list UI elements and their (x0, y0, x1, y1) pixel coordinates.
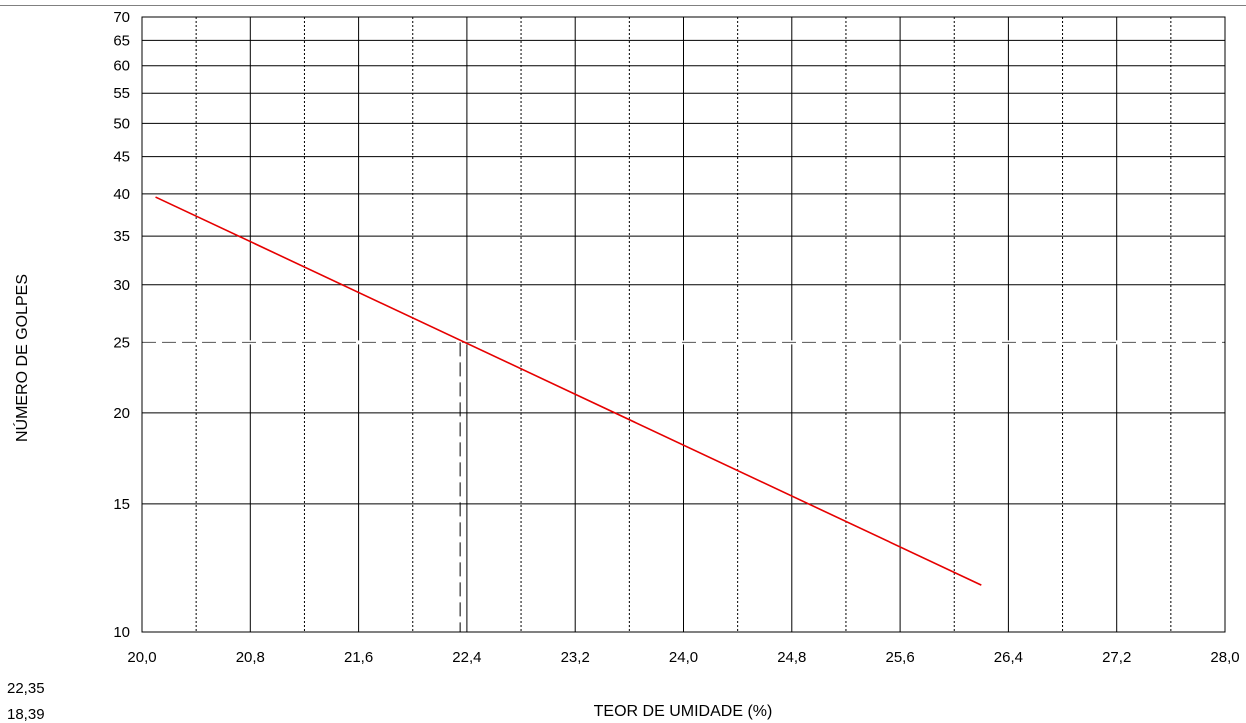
y-tick-label: 30 (113, 277, 130, 294)
series-layer (155, 196, 982, 586)
y-tick-label: 45 (113, 149, 130, 166)
y-tick-label: 65 (113, 32, 130, 49)
x-tick-label: 26,4 (994, 649, 1023, 666)
y-axis-title: NÚMERO DE GOLPES (12, 274, 31, 442)
y-tick-label: 60 (113, 58, 130, 75)
y-tick-label: 35 (113, 228, 130, 245)
y-tick-label: 20 (113, 405, 130, 422)
y-tick-label: 50 (113, 115, 130, 132)
y-tick-label: 10 (113, 624, 130, 641)
series-line (155, 196, 982, 586)
x-tick-label: 21,6 (344, 649, 373, 666)
side-value-2: 18,39 (7, 706, 45, 723)
y-tick-label: 40 (113, 186, 130, 203)
x-tick-label: 24,0 (669, 649, 698, 666)
grid (141, 16, 1226, 633)
x-tick-label: 23,2 (561, 649, 590, 666)
x-axis-title: TEOR DE UMIDADE (%) (594, 703, 773, 720)
x-tick-label: 22,4 (452, 649, 481, 666)
top-rule (0, 5, 1246, 6)
x-tick-label: 20,8 (236, 649, 265, 666)
y-tick-label: 70 (113, 9, 130, 26)
x-tick-label: 25,6 (885, 649, 914, 666)
x-tick-label: 28,0 (1210, 649, 1239, 666)
y-tick-label: 25 (113, 334, 130, 351)
y-tick-labels: 10 15 20 25 30 35 40 45 50 55 60 65 70 (113, 9, 130, 641)
reference-lines (142, 340, 1225, 632)
plot-frame (141, 16, 1226, 633)
side-value-1: 22,35 (7, 680, 45, 697)
x-tick-label: 24,8 (777, 649, 806, 666)
x-tick-label: 27,2 (1102, 649, 1131, 666)
x-tick-label: 20,0 (127, 649, 156, 666)
y-tick-label: 55 (113, 85, 130, 102)
y-tick-label: 15 (113, 496, 130, 513)
x-tick-labels: 20,0 20,8 21,6 22,4 23,2 24,0 24,8 25,6 26,4 27,2… (127, 649, 1239, 666)
